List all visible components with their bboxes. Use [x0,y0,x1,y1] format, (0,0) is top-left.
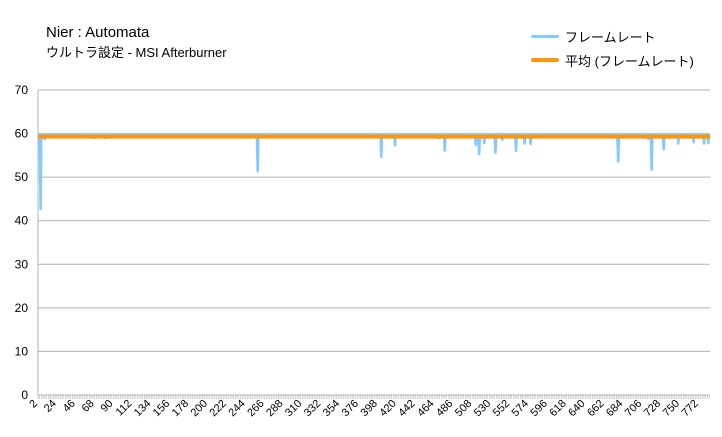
dip-point-10 [44,138,46,141]
x-tick-label-376: 376 [340,398,361,419]
x-tick-label-618: 618 [547,398,568,419]
dip-point-418 [394,144,396,147]
x-tick-label-398: 398 [359,398,380,419]
y-tick-label-60: 60 [15,127,29,141]
x-tick-label-772: 772 [679,398,700,419]
x-tick-label-156: 156 [151,398,172,419]
x-tick-label-90: 90 [98,398,115,415]
x-tick-label-332: 332 [302,398,323,419]
dip-point-402 [380,156,383,158]
x-tick-label-178: 178 [170,398,191,419]
legend-swatch-average [531,58,559,62]
x-tick-labels: 2 24 46 68 901121341561782002222442662883103… [27,398,701,419]
y-tick-label-20: 20 [15,301,29,315]
x-tick-label-574: 574 [510,398,531,419]
y-tick-label-10: 10 [15,344,29,358]
dip-point-535 [494,151,497,154]
x-tick-label-222: 222 [207,398,228,419]
x-tick-label-442: 442 [396,398,417,419]
dip-point-512 [474,144,477,146]
x-tick-label-266: 266 [245,398,266,419]
y-tick-labels: 0 10 20 30 40 50 60 70 [15,83,29,402]
x-tick-label-2: 2 [27,398,40,411]
y-tick-label-50: 50 [15,170,29,184]
x-ticks [37,395,710,399]
x-tick-label-112: 112 [114,398,135,419]
chart-title: Nier : Automata [46,24,150,41]
legend: フレームレート 平均 (フレームレート) [531,24,694,72]
x-tick-label-640: 640 [566,398,587,419]
dip-point-516 [478,153,480,155]
grid-lines [38,89,710,352]
legend-swatch-framerate [531,34,559,38]
x-tick-label-486: 486 [434,398,455,419]
dip-point-778 [703,142,705,145]
series-line-framerate [37,133,711,211]
x-tick-label-684: 684 [604,398,625,419]
dip-point-717 [650,168,653,171]
legend-label-average: 平均 (フレームレート) [565,53,694,69]
x-tick-label-46: 46 [61,398,78,415]
dip-point-258 [256,170,259,172]
dip-point-522 [483,142,486,144]
dip-point-5 [39,208,42,210]
x-tick-label-134: 134 [132,398,153,419]
dip-point-559 [515,150,517,152]
x-tick-label-200: 200 [189,398,210,419]
x-tick-label-530: 530 [472,398,493,419]
y-tick-label-30: 30 [15,257,29,271]
x-tick-label-310: 310 [283,398,304,419]
dip-point-731 [662,148,665,151]
y-tick-label-70: 70 [15,83,29,97]
x-tick-label-662: 662 [585,398,606,419]
legend-item-framerate: フレームレート [531,24,694,48]
x-tick-label-24: 24 [42,398,59,415]
x-tick-label-464: 464 [415,398,436,419]
x-tick-label-508: 508 [453,398,474,419]
legend-label-framerate: フレームレート [565,29,656,45]
dip-point-476 [444,149,446,152]
legend-item-average: 平均 (フレームレート) [531,48,694,72]
dip-point-748 [677,142,680,145]
dip-point-678 [617,160,619,163]
plot-series [37,133,711,211]
x-tick-label-68: 68 [80,398,97,415]
x-tick-label-706: 706 [623,398,644,419]
dip-point-783 [707,142,710,144]
x-tick-label-596: 596 [528,398,549,419]
y-tick-label-40: 40 [15,214,29,228]
x-tick-label-244: 244 [226,398,247,419]
x-tick-label-420: 420 [377,398,398,419]
chart-subtitle: ウルトラ設定 - MSI Afterburner [46,45,227,60]
x-tick-label-288: 288 [264,398,285,419]
x-tick-label-354: 354 [321,398,342,419]
dip-point-576 [529,143,532,145]
x-tick-label-552: 552 [491,398,512,419]
y-tick-label-0: 0 [21,388,28,402]
dip-point-569 [523,142,526,145]
dip-point-543 [501,138,504,141]
x-tick-label-728: 728 [642,398,663,419]
dip-point-766 [692,141,695,144]
x-tick-label-750: 750 [661,398,682,419]
